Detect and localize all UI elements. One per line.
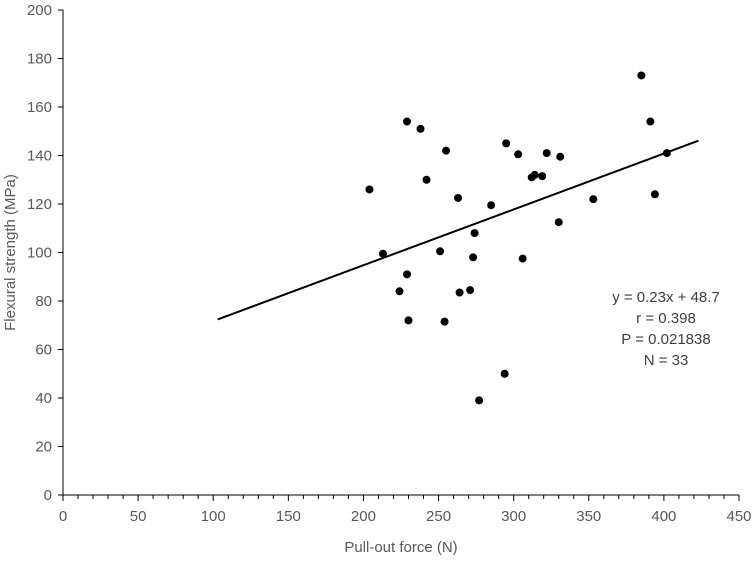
trendline-group	[217, 139, 699, 321]
x-tick-label: 250	[426, 508, 451, 525]
data-point	[530, 170, 539, 179]
data-point	[542, 149, 551, 158]
data-point	[395, 287, 404, 296]
data-point	[650, 190, 659, 199]
data-point	[646, 117, 655, 126]
x-tick-label: 100	[201, 508, 226, 525]
data-point	[403, 117, 412, 126]
annotation-line: y = 0.23x + 48.7	[612, 289, 720, 306]
x-tick-label: 400	[651, 508, 676, 525]
data-point	[554, 218, 563, 227]
y-tick-label: 160	[27, 99, 52, 116]
data-point	[442, 146, 451, 155]
data-point	[454, 193, 463, 202]
x-tick-label: 0	[59, 508, 67, 525]
x-tick-label: 450	[726, 508, 751, 525]
x-tick-label: 350	[576, 508, 601, 525]
data-point	[404, 316, 413, 325]
data-point	[455, 288, 464, 297]
data-point	[403, 270, 412, 279]
x-axis-title: Pull-out force (N)	[344, 539, 457, 556]
data-point	[556, 152, 565, 161]
y-axis-ticks: 0 20 40 60 80 100 120 140 160 180 200	[27, 2, 63, 504]
data-point	[422, 175, 431, 184]
data-point	[518, 254, 527, 263]
data-point	[469, 253, 478, 262]
y-tick-label: 60	[35, 342, 52, 359]
x-tick-label: 300	[501, 508, 526, 525]
y-tick-label: 180	[27, 51, 52, 68]
data-point	[637, 71, 646, 80]
data-point	[662, 149, 671, 158]
data-point	[466, 286, 475, 295]
trendline	[217, 139, 699, 321]
data-point	[538, 172, 547, 181]
y-tick-label: 40	[35, 390, 52, 407]
x-tick-label: 50	[130, 508, 147, 525]
y-tick-label: 80	[35, 293, 52, 310]
data-point	[502, 139, 511, 148]
data-point	[378, 249, 387, 258]
data-point	[500, 369, 509, 378]
data-point	[470, 229, 479, 238]
y-tick-label: 120	[27, 196, 52, 213]
data-point	[436, 247, 445, 256]
data-point	[365, 185, 374, 194]
y-tick-label: 100	[27, 245, 52, 262]
data-point	[475, 396, 484, 405]
y-tick-label: 140	[27, 148, 52, 165]
data-points	[365, 71, 671, 405]
y-axis-title: Flexural strength (MPa)	[2, 174, 19, 331]
y-tick-label: 20	[35, 439, 52, 456]
y-tick-label: 200	[27, 2, 52, 19]
annotation-line: r = 0.398	[636, 310, 696, 327]
data-point	[416, 124, 425, 133]
regression-annotations: y = 0.23x + 48.7 r = 0.398 P = 0.021838 N =…	[612, 289, 720, 369]
x-axis-ticks: 0 50 100 150 200 250 300 350 400 450	[59, 495, 752, 525]
data-point	[514, 150, 523, 159]
y-tick-label: 0	[44, 487, 52, 504]
data-point	[589, 195, 598, 204]
annotation-line: P = 0.021838	[621, 331, 710, 348]
x-tick-label: 200	[351, 508, 376, 525]
annotation-line: N = 33	[644, 352, 689, 369]
x-tick-label: 150	[276, 508, 301, 525]
data-point	[487, 201, 496, 210]
axes	[62, 10, 739, 496]
data-point	[440, 317, 449, 326]
